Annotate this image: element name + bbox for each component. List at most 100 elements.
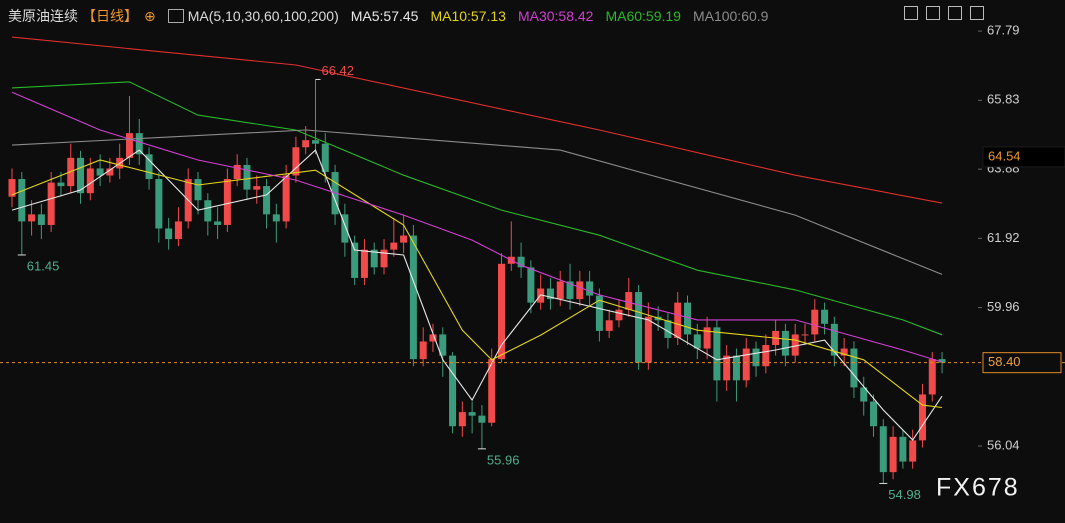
period[interactable]: 【日线】 — [82, 8, 138, 24]
candle-body — [615, 309, 623, 321]
candle-body — [723, 355, 731, 381]
legend-entry: MA60:59.19 — [605, 8, 681, 24]
ma-line — [11, 149, 943, 441]
legend-entry: MA100:60.9 — [692, 8, 769, 24]
candles — [8, 79, 946, 484]
candle-body — [938, 359, 946, 363]
candle-body — [566, 281, 574, 300]
y-tick-label: 61.92 — [987, 230, 1020, 245]
ma-line — [11, 129, 943, 275]
candle-body — [811, 309, 819, 335]
legend-entry: MA5:57.45 — [350, 8, 419, 24]
marked-price-box — [982, 146, 1065, 168]
candle-body — [86, 168, 94, 194]
candle-body — [125, 133, 133, 158]
candle-body — [478, 415, 486, 423]
candle-body — [909, 440, 917, 462]
candle-body — [458, 412, 466, 427]
candle-body — [595, 295, 603, 331]
candle-body — [527, 267, 535, 303]
candle-body — [233, 164, 241, 180]
low-label: 61.45 — [27, 258, 60, 273]
candle-body — [419, 341, 427, 360]
candle-body — [860, 387, 868, 402]
watermark: FX678 — [936, 474, 1020, 502]
candle-body — [155, 179, 163, 229]
candle-body — [635, 292, 643, 363]
chart-title: 美原油连续 — [8, 8, 78, 24]
candle-body — [703, 327, 711, 349]
legend: 美原油连续 【日线】 ⊕ MA(5,10,30,60,100,200) MA5:… — [8, 6, 780, 26]
candle-body — [292, 147, 300, 176]
candle-body — [918, 394, 926, 441]
candle-body — [664, 320, 672, 338]
candle-body — [644, 316, 652, 363]
last-price-label: 58.40 — [988, 354, 1021, 369]
candle-body — [468, 412, 476, 416]
add-button[interactable]: ⊕ — [144, 7, 156, 24]
indicator-icon[interactable] — [167, 9, 184, 23]
candle-body — [556, 281, 564, 300]
candle-body — [625, 292, 633, 310]
candle-body — [96, 168, 104, 176]
toolbar — [904, 6, 984, 20]
candle-body — [77, 157, 85, 194]
candle-body — [850, 348, 858, 388]
low-label: 55.96 — [487, 452, 520, 467]
candle-body — [8, 179, 16, 197]
candle-body — [57, 182, 65, 187]
candle-body — [47, 182, 55, 225]
candle-body — [135, 133, 143, 155]
candle-body — [781, 330, 789, 356]
high-label: 66.42 — [321, 63, 354, 78]
candle-body — [223, 179, 231, 225]
candle-body — [752, 348, 760, 367]
low-label: 54.98 — [888, 487, 921, 502]
legend-entry: MA10:57.13 — [430, 8, 506, 24]
candle-body — [840, 348, 848, 356]
candle-body — [870, 401, 878, 427]
candle-body — [576, 281, 584, 300]
candle-body — [243, 164, 251, 190]
candle-body — [488, 359, 496, 423]
candle-body — [605, 320, 613, 331]
candle-body — [380, 249, 388, 268]
candle-body — [341, 214, 349, 243]
candle-body — [498, 263, 505, 360]
y-tick-label: 65.83 — [987, 92, 1020, 107]
candle-body — [311, 140, 319, 144]
tool-button[interactable] — [948, 6, 962, 20]
candle-body — [263, 186, 271, 215]
candle-body — [732, 355, 740, 381]
indicator[interactable]: MA(5,10,30,60,100,200) — [187, 8, 339, 24]
candle-body — [821, 309, 829, 324]
y-tick-label: 67.79 — [987, 23, 1020, 38]
candle-body — [253, 186, 261, 190]
ma-line — [11, 36, 943, 204]
candle-body — [830, 323, 838, 356]
y-tick-label: 56.04 — [987, 437, 1020, 452]
candle-body — [517, 256, 525, 268]
candle-body — [742, 348, 750, 381]
tool-button[interactable] — [904, 6, 918, 20]
candle-body — [693, 334, 701, 349]
candle-body — [409, 235, 417, 360]
candle-body — [586, 281, 594, 296]
candle-body — [449, 355, 457, 427]
tool-button[interactable] — [926, 6, 940, 20]
candle-body — [370, 249, 378, 268]
candle-body — [18, 179, 26, 222]
candle-body — [762, 345, 770, 367]
last-price-box — [982, 352, 1062, 374]
ma-line — [11, 81, 943, 336]
candle-body — [713, 327, 721, 381]
candle-body — [302, 140, 310, 148]
candle-body — [214, 221, 222, 225]
candle-body — [321, 143, 329, 172]
candle-body — [145, 154, 153, 180]
candle-body — [801, 334, 809, 336]
candle-body — [272, 214, 280, 222]
tool-button[interactable] — [970, 6, 984, 20]
